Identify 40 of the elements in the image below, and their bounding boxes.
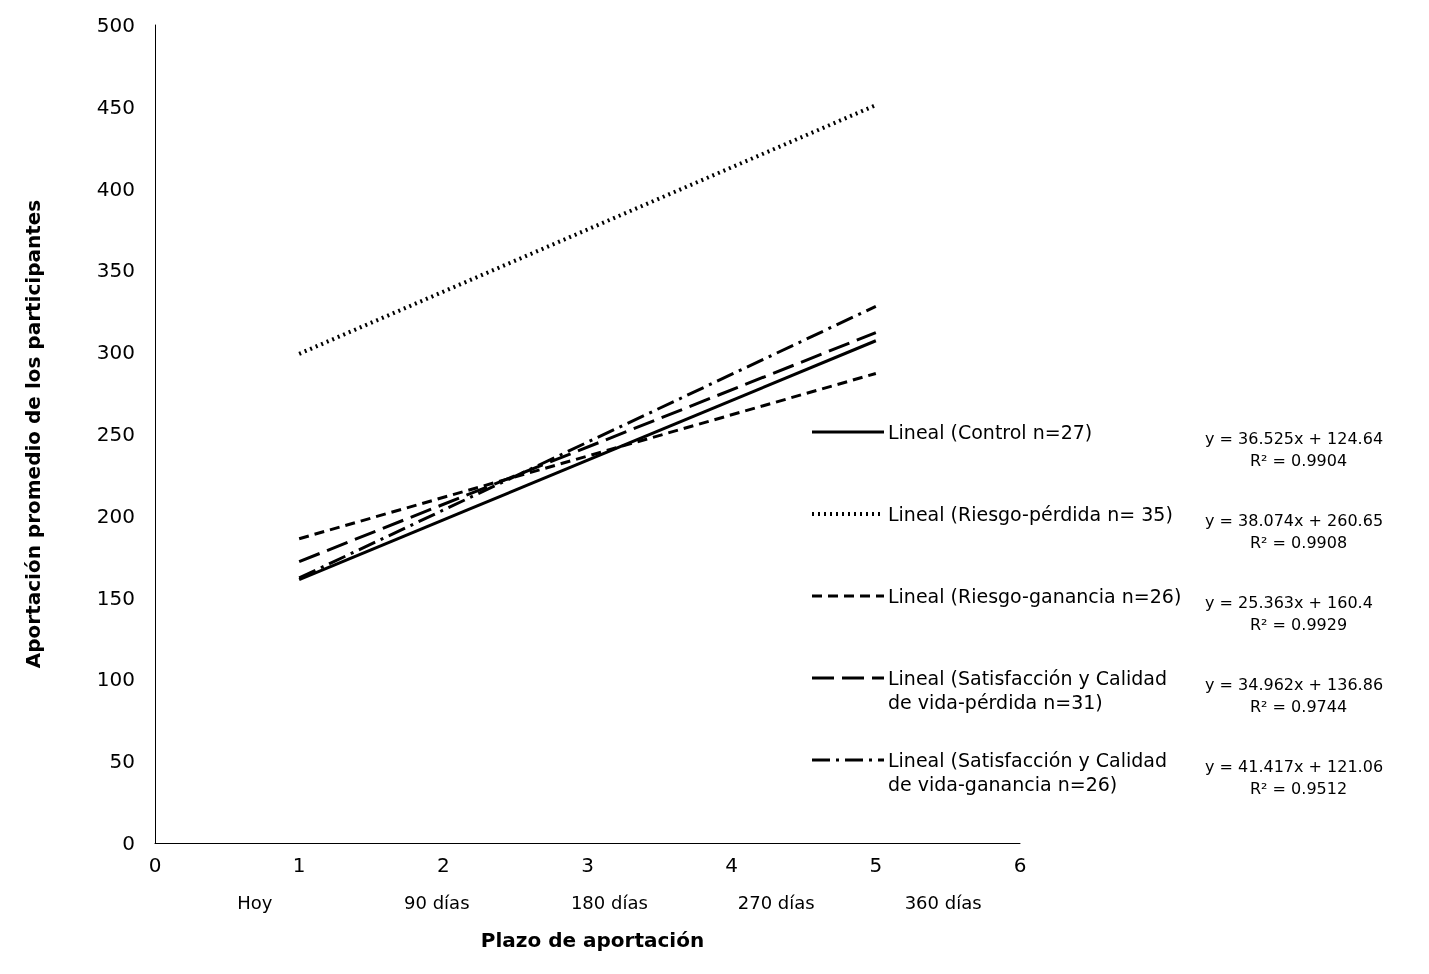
text: y = 34.962x + 136.86 (1205, 674, 1384, 694)
text: R² = 0.9908 (1250, 532, 1348, 552)
text: R² = 0.9929 (1250, 614, 1348, 634)
text: R² = 0.9904 (1250, 450, 1348, 470)
y-tick-label: 200 (96, 503, 135, 528)
text: y = 25.363x + 160.4 (1205, 592, 1373, 612)
text: 90 días (404, 891, 470, 913)
text: R² = 0.9512 (1250, 778, 1348, 798)
x-tick-label: 3 (581, 853, 594, 877)
y-tick-label: 300 (96, 340, 135, 365)
y-tick-label: 50 (109, 749, 135, 774)
x-tick-label: 4 (725, 853, 739, 877)
text: y = 38.074x + 260.65 (1205, 510, 1384, 530)
legend-label: Lineal (Riesgo-ganancia n=26) (888, 585, 1182, 607)
text: y = 41.417x + 121.06 (1205, 756, 1384, 776)
y-tick-label: 100 (96, 667, 135, 692)
y-tick-label: 450 (96, 94, 135, 119)
x-tick-label: 5 (869, 853, 883, 877)
y-tick-label: 150 (96, 585, 135, 610)
x-tick-label: 6 (1013, 853, 1027, 877)
y-tick-label: 250 (96, 422, 135, 446)
x-tick-label: 0 (148, 853, 162, 877)
x-tick-label: 2 (436, 853, 450, 877)
text: R² = 0.9744 (1250, 696, 1348, 716)
x-axis-title: Plazo de aportación (480, 928, 705, 952)
x-tick-label: 1 (292, 853, 306, 877)
text: 270 días (737, 891, 815, 913)
y-tick-label: 350 (96, 258, 135, 283)
legend-label: Lineal (Control n=27) (888, 421, 1093, 443)
text: y = 36.525x + 124.64 (1205, 428, 1384, 448)
legend-label: Lineal (Satisfacción y Calidad de vida-ganancia n=26) (888, 749, 1174, 795)
text: Hoy (237, 891, 273, 913)
text: 360 días (904, 891, 982, 913)
y-tick-label: 500 (96, 13, 135, 37)
text: 180 días (570, 891, 648, 913)
legend-label: Lineal (Riesgo-pérdida n= 35) (888, 503, 1173, 525)
y-axis-title: Aportación promedio de los participantes (21, 199, 45, 669)
y-tick-label: 400 (96, 176, 135, 201)
legend-label: Lineal (Satisfacción y Calidad de vida-pérdida n=31) (888, 667, 1174, 713)
y-tick-label: 0 (122, 831, 135, 855)
